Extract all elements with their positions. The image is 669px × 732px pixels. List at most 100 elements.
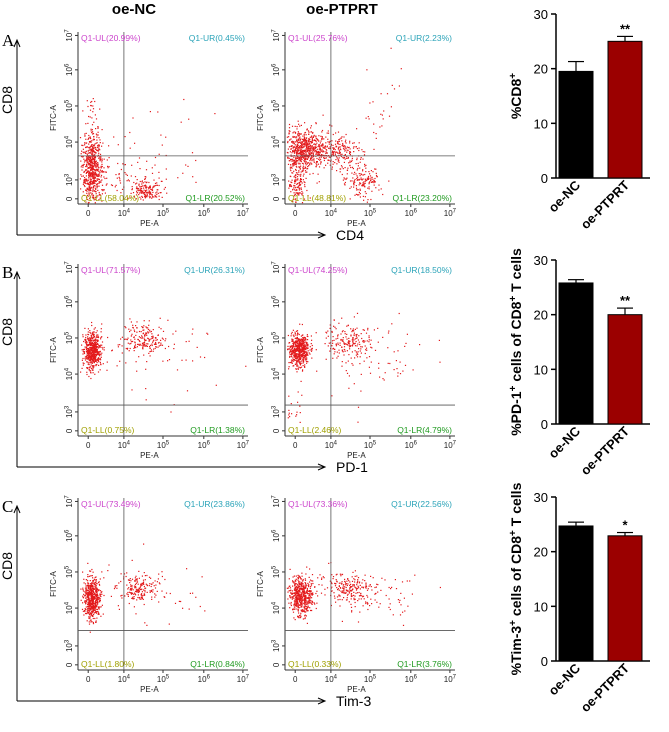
event-dot	[92, 599, 94, 601]
event-dot	[305, 154, 307, 156]
event-dot	[292, 358, 294, 361]
event-dot	[293, 345, 295, 347]
event-dot	[349, 340, 351, 342]
event-dot	[329, 124, 331, 126]
event-dot	[97, 150, 99, 152]
y-tick-label: 105	[64, 331, 74, 344]
event-dot	[296, 364, 298, 366]
event-dot	[88, 616, 90, 618]
event-dot	[349, 161, 351, 163]
event-dot	[84, 177, 86, 179]
event-dot	[346, 173, 348, 175]
event-dot	[85, 579, 87, 581]
event-dot	[96, 187, 98, 189]
event-dot	[297, 353, 300, 355]
event-dot	[373, 180, 375, 182]
event-dot	[343, 348, 345, 351]
event-dot	[95, 582, 97, 584]
event-dot	[118, 173, 120, 175]
event-dot	[96, 168, 98, 170]
event-dot	[90, 344, 92, 346]
event-dot	[297, 365, 299, 367]
event-dot	[97, 611, 99, 613]
event-dot	[319, 142, 321, 144]
event-dot	[350, 345, 352, 347]
event-dot	[88, 141, 91, 143]
event-dot	[339, 138, 341, 140]
event-dot	[298, 135, 300, 137]
event-dot	[304, 337, 306, 339]
event-dot	[97, 594, 99, 596]
event-dot	[335, 132, 337, 134]
event-dot	[332, 161, 334, 163]
event-dot	[296, 365, 298, 367]
event-dot	[92, 168, 94, 170]
event-dot	[304, 156, 306, 158]
event-dot	[296, 147, 298, 149]
event-dot	[94, 143, 96, 145]
event-dot	[293, 156, 295, 158]
event-dot	[354, 181, 356, 183]
event-dot	[90, 341, 92, 343]
event-dot	[129, 582, 131, 584]
event-dot	[91, 164, 93, 166]
event-dot	[304, 344, 306, 346]
event-dot	[87, 594, 89, 596]
event-dot	[311, 139, 313, 141]
event-dot	[95, 589, 97, 591]
event-dot	[167, 319, 169, 321]
event-dot	[339, 143, 341, 145]
event-dot	[293, 359, 296, 361]
event-dot	[87, 158, 89, 160]
event-dot	[301, 354, 303, 356]
event-dot	[141, 342, 144, 344]
event-dot	[361, 185, 363, 187]
tick-exponent: 5	[166, 440, 170, 446]
event-dot	[88, 156, 90, 158]
event-dot	[92, 139, 94, 141]
event-dot	[293, 581, 295, 583]
event-dot	[303, 338, 305, 340]
event-dot	[92, 149, 94, 151]
event-dot	[93, 352, 95, 354]
event-dot	[113, 588, 116, 590]
event-dot	[90, 589, 92, 592]
event-dot	[354, 171, 356, 173]
event-dot	[91, 589, 93, 591]
event-dot	[354, 194, 356, 196]
event-dot	[342, 147, 345, 149]
event-dot	[306, 149, 308, 151]
event-dot	[108, 145, 110, 147]
event-dot	[127, 588, 129, 590]
event-dot	[85, 170, 87, 172]
event-dot	[368, 356, 371, 358]
event-dot	[294, 181, 296, 183]
y-tick-label-text: 104	[271, 601, 281, 614]
event-dot	[100, 180, 102, 182]
event-dot	[91, 140, 93, 142]
event-dot	[297, 355, 299, 357]
event-dot	[138, 356, 140, 358]
event-dot	[96, 603, 98, 605]
event-dot	[94, 151, 96, 153]
event-dot	[192, 360, 194, 362]
y-tick-label-text: 104	[64, 601, 74, 614]
event-dot	[91, 124, 94, 126]
event-dot	[149, 355, 151, 357]
tick-exponent: 6	[64, 63, 70, 67]
event-dot	[379, 126, 381, 128]
event-dot	[307, 335, 309, 338]
event-dot	[96, 170, 98, 172]
event-dot	[297, 359, 299, 361]
event-dot	[329, 324, 331, 326]
tick-base: 10	[444, 441, 453, 450]
event-dot	[300, 149, 303, 151]
event-dot	[87, 586, 89, 588]
event-dot	[359, 350, 361, 352]
y-tick-label-text: 103	[271, 173, 281, 186]
x-tick-label: 104	[118, 440, 131, 450]
event-dot	[289, 160, 291, 162]
event-dot	[146, 345, 148, 347]
event-dot	[144, 591, 146, 593]
